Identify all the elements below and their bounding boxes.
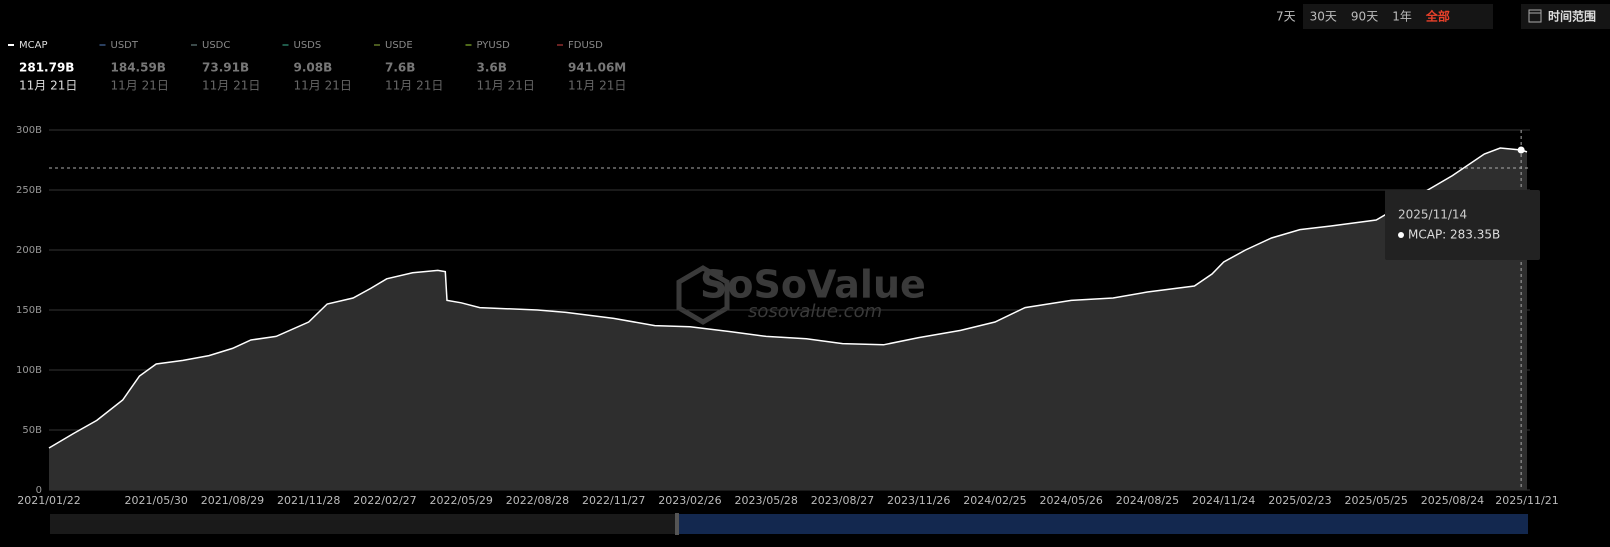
range-bar: [1303, 4, 1493, 29]
x-tick-label: 2022/11/27: [582, 494, 645, 507]
legend-date: 11月 21日: [19, 79, 77, 93]
x-tick-label: 2024/11/24: [1192, 494, 1255, 507]
x-tick-label: 2022/02/27: [353, 494, 416, 507]
legend-name: MCAP: [19, 40, 47, 51]
x-tick-label: 2023/02/26: [658, 494, 721, 507]
tooltip-point: [1517, 146, 1525, 154]
legend-value: 3.6B: [477, 61, 507, 75]
legend-date: 11月 21日: [385, 79, 443, 93]
x-tick-label: 2025/05/25: [1344, 494, 1407, 507]
range-button[interactable]: 全部: [1425, 9, 1450, 24]
x-tick-label: 2021/11/28: [277, 494, 340, 507]
legend-date: 11月 21日: [568, 79, 626, 93]
legend-name: USDS: [294, 40, 322, 51]
legend-value: 941.06M: [568, 61, 626, 75]
watermark-logo: [676, 265, 730, 325]
area-line: [48, 147, 1528, 449]
legend-name: USDC: [202, 40, 230, 51]
x-tick-label: 2022/05/29: [430, 494, 493, 507]
tooltip-date: 2025/11/14: [1398, 208, 1467, 222]
range-button[interactable]: 7天: [1276, 10, 1296, 24]
x-tick-label: 2022/08/28: [506, 494, 569, 507]
y-tick-label: 250B: [16, 185, 42, 196]
x-tick-label: 2023/11/26: [887, 494, 950, 507]
x-tick-label: 2025/11/21: [1495, 494, 1558, 507]
x-tick-label: 2024/05/26: [1039, 494, 1102, 507]
x-tick-label: 2024/08/25: [1116, 494, 1179, 507]
legend-name: FDUSD: [568, 40, 603, 51]
watermark-site: sosovalue.com: [748, 301, 882, 322]
watermark-brand: SoSoValue: [700, 263, 926, 307]
y-tick-label: 150B: [16, 305, 42, 316]
legend-value: 73.91B: [202, 61, 249, 75]
y-tick-label: 200B: [16, 245, 42, 256]
range-picker-bg[interactable]: [1521, 4, 1610, 29]
range-picker[interactable]: 时间范围: [1548, 9, 1596, 24]
x-tick-label: 2024/02/25: [963, 494, 1026, 507]
legend-value: 9.08B: [294, 61, 333, 75]
y-tick-label: 100B: [16, 365, 42, 376]
range-button[interactable]: 1年: [1392, 10, 1412, 24]
tooltip-box: [1385, 190, 1540, 260]
range-button[interactable]: 90天: [1351, 10, 1378, 24]
legend-date: 11月 21日: [202, 79, 260, 93]
x-tick-label: 2025/02/23: [1268, 494, 1331, 507]
range-button[interactable]: 30天: [1310, 10, 1337, 24]
legend-name: USDT: [111, 40, 139, 51]
tooltip-value: MCAP: 283.35B: [1408, 228, 1500, 242]
area-fill: [49, 148, 1527, 490]
calendar-icon: [1528, 9, 1542, 23]
legend-name: PYUSD: [477, 40, 511, 51]
legend-value: 7.6B: [385, 61, 415, 75]
navigator-window[interactable]: [678, 514, 1528, 534]
y-tick-label: 50B: [22, 425, 42, 436]
x-tick-label: 2021/05/30: [125, 494, 188, 507]
legend-name: USDE: [385, 40, 413, 51]
x-tick-label: 2023/08/27: [811, 494, 874, 507]
x-tick-label: 2025/08/24: [1421, 494, 1484, 507]
legend-value: 281.79B: [19, 61, 74, 75]
tooltip-dot: [1398, 232, 1404, 238]
y-tick-label: 0: [36, 485, 42, 496]
legend-value: 184.59B: [111, 61, 166, 75]
navigator-handle[interactable]: [675, 513, 679, 535]
legend-date: 11月 21日: [111, 79, 169, 93]
y-tick-label: 300B: [16, 125, 42, 136]
legend-date: 11月 21日: [294, 79, 352, 93]
x-tick-label: 2021/01/22: [17, 494, 80, 507]
x-tick-label: 2021/08/29: [201, 494, 264, 507]
legend-date: 11月 21日: [477, 79, 535, 93]
x-tick-label: 2023/05/28: [735, 494, 798, 507]
